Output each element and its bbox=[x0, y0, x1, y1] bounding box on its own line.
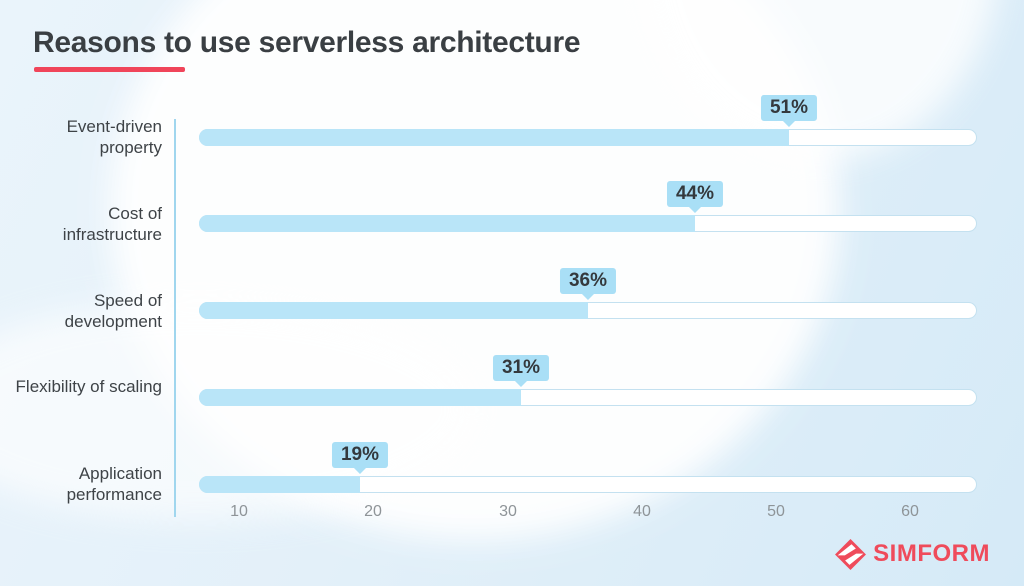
x-axis-tick-label: 60 bbox=[901, 503, 919, 520]
bar-fill bbox=[199, 215, 695, 233]
title-underline-accent bbox=[34, 67, 185, 72]
bar-row: 44% bbox=[199, 181, 977, 233]
bar-row: 31% bbox=[199, 354, 977, 406]
x-axis-tick-label: 20 bbox=[364, 503, 382, 520]
bar-fill bbox=[199, 302, 588, 319]
bar-fill bbox=[199, 475, 360, 493]
category-label: Application performance bbox=[66, 464, 162, 504]
bar-row: 51% bbox=[199, 94, 977, 146]
value-badge: 31% bbox=[492, 354, 550, 381]
category-label: Event-driven property bbox=[66, 117, 162, 157]
value-badge: 19% bbox=[331, 441, 389, 468]
brand-name: SIMFORM bbox=[873, 540, 990, 567]
brand-logo: SIMFORM bbox=[834, 532, 990, 576]
x-axis-tick-label: 40 bbox=[633, 503, 651, 520]
value-badge: 51% bbox=[760, 94, 818, 121]
bar-row: 36% bbox=[199, 268, 977, 319]
simform-diamond-icon bbox=[834, 538, 867, 571]
category-label: Cost of infrastructure bbox=[62, 203, 162, 244]
category-label: Flexibility of scaling bbox=[15, 377, 162, 397]
value-badge: 36% bbox=[559, 268, 617, 294]
bar-row: 19% bbox=[199, 441, 977, 493]
category-label: Speed of development bbox=[64, 290, 162, 331]
y-axis-line bbox=[174, 119, 176, 517]
x-axis-tick-label: 30 bbox=[499, 503, 517, 520]
x-axis-tick-label: 50 bbox=[767, 503, 785, 520]
bar-fill bbox=[199, 128, 789, 146]
bar-fill bbox=[199, 388, 521, 406]
page-title: Reasons to use serverless architecture bbox=[33, 26, 581, 59]
value-badge: 44% bbox=[666, 181, 724, 208]
x-axis-tick-label: 10 bbox=[230, 503, 248, 520]
